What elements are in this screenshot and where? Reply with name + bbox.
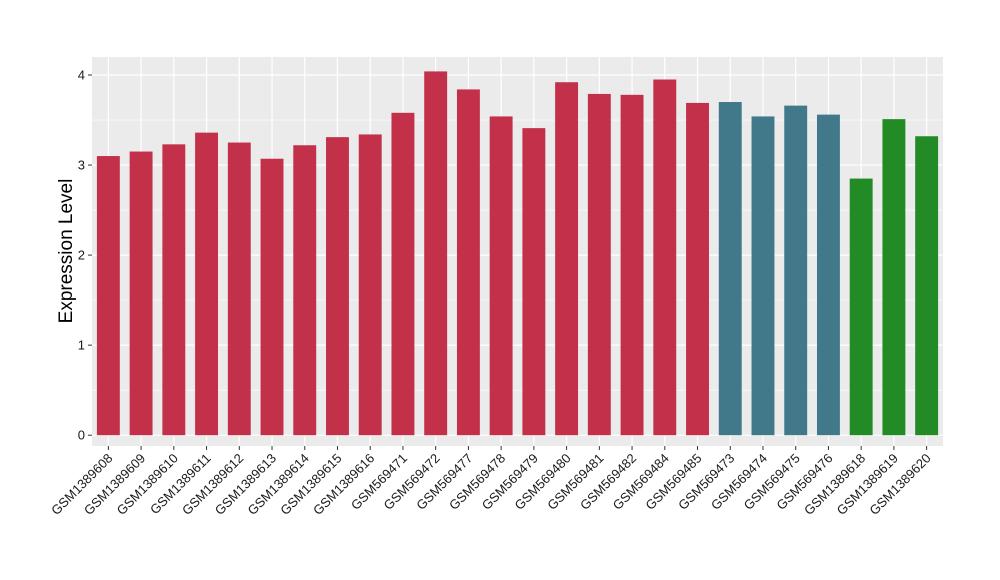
bar	[522, 128, 546, 436]
y-tick-label: 1	[78, 338, 85, 353]
y-axis-title: Expression Level	[56, 179, 77, 324]
bar	[816, 114, 840, 436]
y-tick-label: 4	[78, 68, 85, 83]
bar	[424, 71, 448, 436]
bar	[96, 156, 120, 436]
bar	[326, 137, 349, 436]
bar	[915, 136, 939, 436]
bar	[784, 105, 808, 436]
y-tick-label: 2	[78, 248, 85, 263]
bar	[849, 178, 873, 436]
bar	[620, 94, 644, 436]
bar	[195, 132, 219, 436]
bar	[882, 119, 906, 436]
bar	[358, 134, 382, 436]
bar	[129, 151, 153, 436]
y-tick-label: 0	[78, 428, 85, 443]
bar	[162, 144, 186, 436]
bar	[227, 142, 251, 436]
bar	[555, 82, 579, 436]
plot-panel	[92, 57, 943, 446]
bar	[587, 93, 611, 436]
bar	[489, 116, 513, 436]
y-axis: 0 1 2 3 4	[78, 68, 92, 443]
bar	[686, 102, 709, 436]
x-axis: GSM1389608GSM1389609GSM1389610GSM1389611…	[48, 446, 934, 518]
bar	[391, 112, 415, 436]
bar	[653, 79, 677, 436]
bar	[293, 145, 317, 436]
bars	[96, 71, 939, 436]
bar	[718, 102, 742, 436]
y-tick-label: 3	[78, 158, 85, 173]
bar	[751, 116, 775, 436]
bar	[260, 158, 284, 436]
bar	[456, 89, 480, 436]
